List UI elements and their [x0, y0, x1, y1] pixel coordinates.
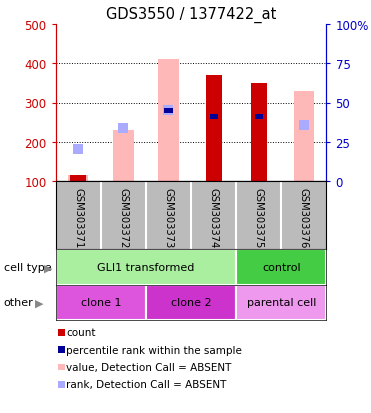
Text: GSM303373: GSM303373 — [164, 187, 174, 247]
Bar — [164, 109, 173, 114]
Text: GSM303374: GSM303374 — [209, 187, 219, 247]
Bar — [113, 131, 134, 182]
Bar — [236, 250, 326, 285]
Bar — [294, 91, 314, 182]
Bar — [206, 76, 221, 182]
Bar — [68, 176, 88, 182]
Text: parental cell: parental cell — [247, 297, 316, 308]
Bar — [255, 115, 263, 119]
Bar — [158, 60, 179, 182]
Text: GSM303375: GSM303375 — [254, 187, 264, 247]
Text: GSM303376: GSM303376 — [299, 187, 309, 247]
Text: clone 1: clone 1 — [81, 297, 121, 308]
Text: ▶: ▶ — [35, 298, 43, 308]
Bar — [70, 176, 86, 182]
Bar — [236, 285, 326, 320]
Bar — [56, 250, 236, 285]
Text: rank, Detection Call = ABSENT: rank, Detection Call = ABSENT — [66, 380, 227, 389]
Text: percentile rank within the sample: percentile rank within the sample — [66, 345, 242, 355]
Title: GDS3550 / 1377422_at: GDS3550 / 1377422_at — [106, 7, 276, 24]
Bar — [251, 83, 267, 182]
Bar — [56, 285, 146, 320]
Text: other: other — [4, 298, 33, 308]
Bar — [146, 285, 236, 320]
Text: value, Detection Call = ABSENT: value, Detection Call = ABSENT — [66, 362, 232, 372]
Text: cell type: cell type — [4, 263, 51, 273]
Text: ▶: ▶ — [44, 263, 52, 273]
Text: GSM303372: GSM303372 — [118, 187, 128, 247]
Text: control: control — [262, 262, 301, 273]
Text: GSM303371: GSM303371 — [73, 187, 83, 247]
Text: count: count — [66, 328, 96, 337]
Bar — [210, 115, 218, 119]
Text: GLI1 transformed: GLI1 transformed — [97, 262, 195, 273]
Text: clone 2: clone 2 — [171, 297, 211, 308]
